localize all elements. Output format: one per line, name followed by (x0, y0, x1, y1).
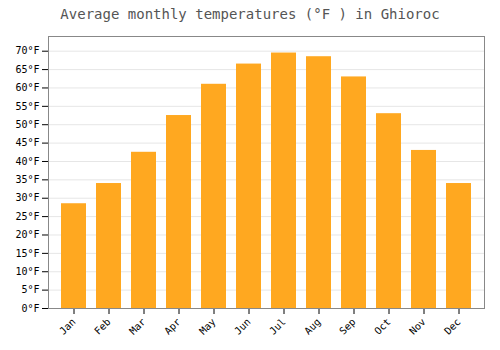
svg-text:5°F: 5°F (21, 284, 39, 295)
svg-text:10°F: 10°F (15, 266, 39, 277)
svg-text:Jun: Jun (232, 316, 253, 337)
svg-text:55°F: 55°F (15, 101, 39, 112)
svg-text:0°F: 0°F (21, 303, 39, 314)
svg-text:25°F: 25°F (15, 211, 39, 222)
svg-text:May: May (197, 316, 218, 337)
svg-text:45°F: 45°F (15, 137, 39, 148)
svg-text:Apr: Apr (162, 316, 183, 337)
svg-text:Jul: Jul (267, 316, 288, 337)
svg-text:50°F: 50°F (15, 119, 39, 130)
svg-text:40°F: 40°F (15, 156, 39, 167)
svg-text:20°F: 20°F (15, 229, 39, 240)
svg-text:Aug: Aug (302, 316, 323, 337)
svg-text:Mar: Mar (127, 316, 148, 337)
svg-text:Sep: Sep (337, 316, 358, 337)
svg-text:Dec: Dec (442, 316, 463, 337)
svg-text:Jan: Jan (57, 316, 78, 337)
svg-text:15°F: 15°F (15, 248, 39, 259)
svg-text:65°F: 65°F (15, 64, 39, 75)
svg-text:30°F: 30°F (15, 192, 39, 203)
svg-text:Nov: Nov (407, 316, 428, 337)
html-text:Average monthly temperatures (: Average monthly temperatures (°F ) in Gh… (60, 6, 440, 22)
svg-text:70°F: 70°F (15, 45, 39, 56)
svg-text:Feb: Feb (92, 316, 113, 337)
svg-text:Oct: Oct (372, 316, 393, 337)
svg-text:35°F: 35°F (15, 174, 39, 185)
svg-text:60°F: 60°F (15, 82, 39, 93)
